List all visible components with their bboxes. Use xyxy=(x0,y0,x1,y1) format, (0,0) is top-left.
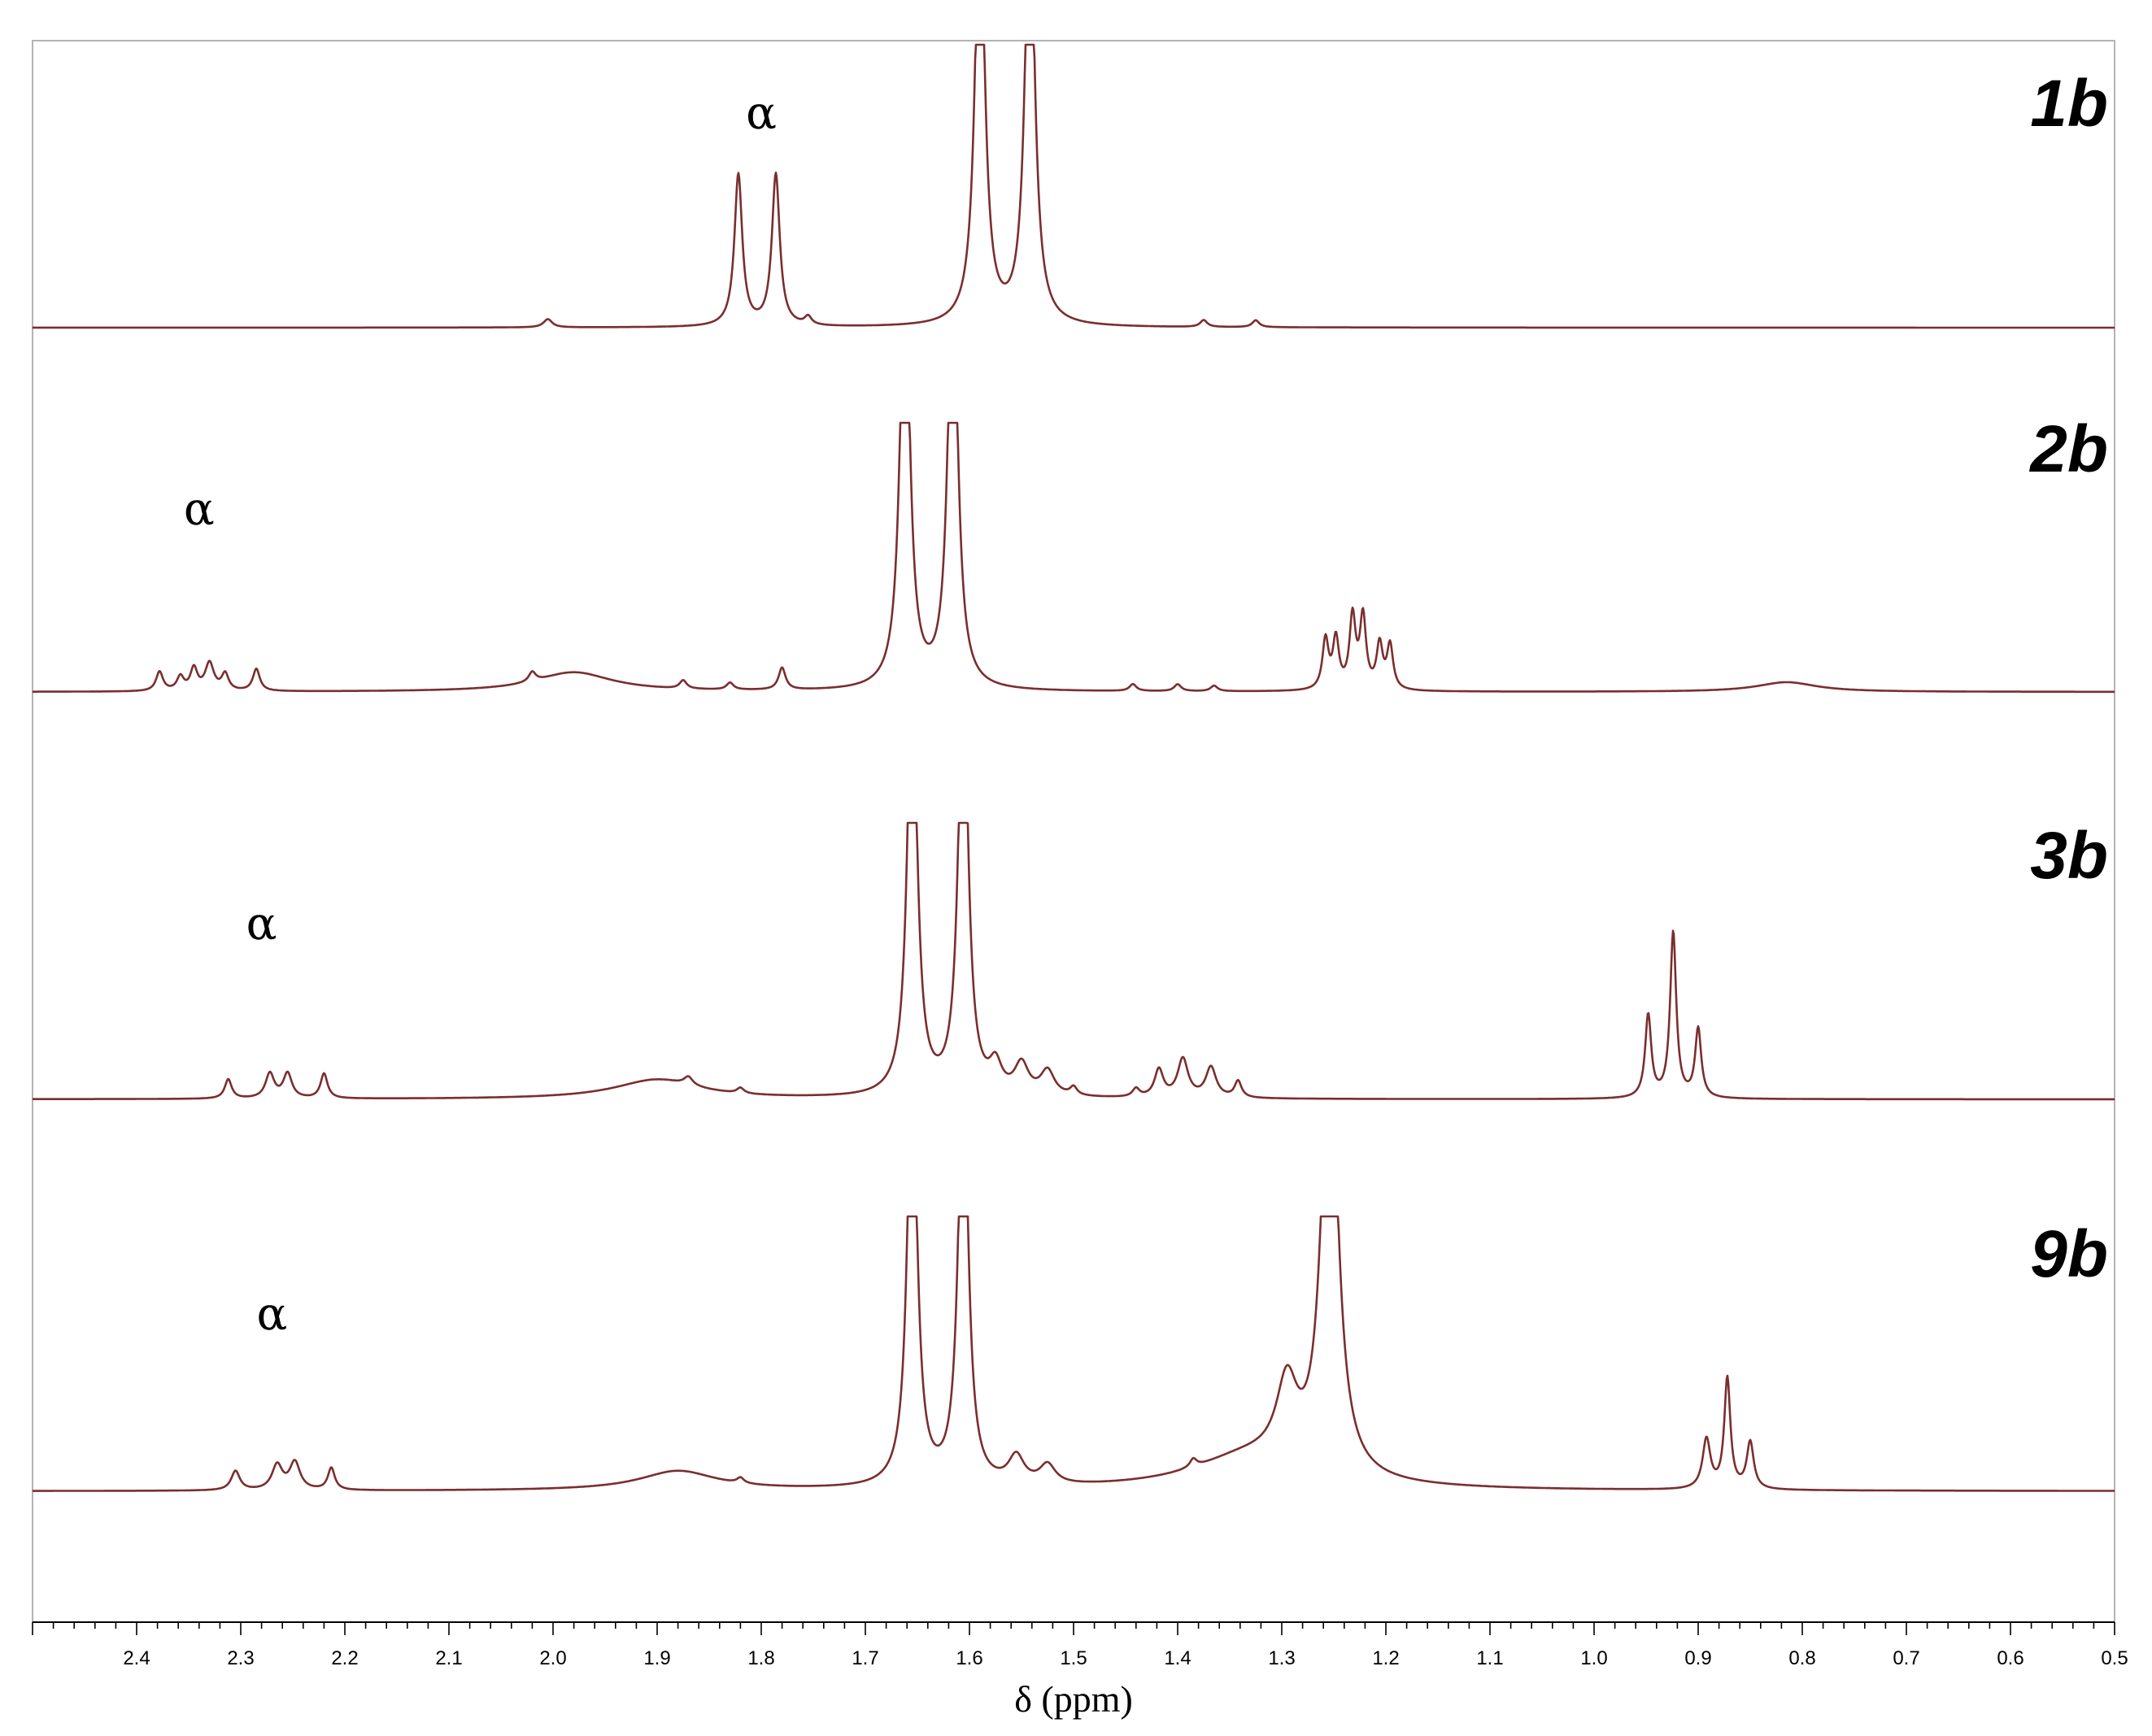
x-tick-label: 0.8 xyxy=(1788,1647,1815,1669)
spectrum-label-2b: 2b xyxy=(2028,412,2108,486)
x-tick-label: 1.7 xyxy=(852,1647,878,1669)
x-tick-label: 1.6 xyxy=(956,1647,982,1669)
x-tick-label: 1.9 xyxy=(643,1647,670,1669)
x-tick-label: 2.3 xyxy=(227,1647,254,1669)
spectrum-label-1b: 1b xyxy=(2030,67,2108,141)
x-tick-label: 2.1 xyxy=(435,1647,462,1669)
x-tick-label: 0.7 xyxy=(1893,1647,1919,1669)
alpha-annotation-2b: α xyxy=(184,483,215,536)
x-axis-ticks: 2.4 2.3 2.2 2.1 2.0 1.9 1.8 1.7 1.6 1.5 1.4 1.3 1.2 1… xyxy=(32,1622,2128,1669)
x-tick-label: 1.5 xyxy=(1060,1647,1087,1669)
x-tick-label: 2.0 xyxy=(539,1647,566,1669)
spectrum-trace-1b xyxy=(32,43,2115,329)
x-axis-title: δ (ppm) xyxy=(1014,1678,1133,1720)
x-tick-label: 0.9 xyxy=(1684,1647,1711,1669)
x-tick-label: 2.4 xyxy=(123,1647,150,1669)
alpha-annotation-9b: α xyxy=(256,1288,287,1341)
spectrum-trace-3b xyxy=(32,821,2115,1101)
spectrum-label-9b: 9b xyxy=(2030,1217,2108,1291)
spectrum-trace-2b xyxy=(32,421,2115,694)
x-tick-label: 1.0 xyxy=(1580,1647,1607,1669)
spectrum-trace-9b xyxy=(32,1215,2115,1492)
x-tick-label: 1.2 xyxy=(1372,1647,1399,1669)
x-tick-label: 1.3 xyxy=(1268,1647,1295,1669)
plot-frame xyxy=(32,40,2115,1623)
x-tick-label: 1.4 xyxy=(1164,1647,1191,1669)
alpha-annotation-1b: α xyxy=(746,87,777,140)
x-tick-label: 1.1 xyxy=(1476,1647,1503,1669)
spectrum-label-3b: 3b xyxy=(2030,819,2108,893)
x-tick-label: 1.8 xyxy=(747,1647,774,1669)
x-tick-label: 0.5 xyxy=(2101,1647,2128,1669)
spectrum-labels: 1b α 2b α 3b α 9b α xyxy=(184,67,2108,1341)
alpha-annotation-3b: α xyxy=(246,898,277,951)
x-tick-label: 2.2 xyxy=(331,1647,358,1669)
spectrum-traces xyxy=(32,43,2115,1492)
x-tick-label: 0.6 xyxy=(1997,1647,2023,1669)
